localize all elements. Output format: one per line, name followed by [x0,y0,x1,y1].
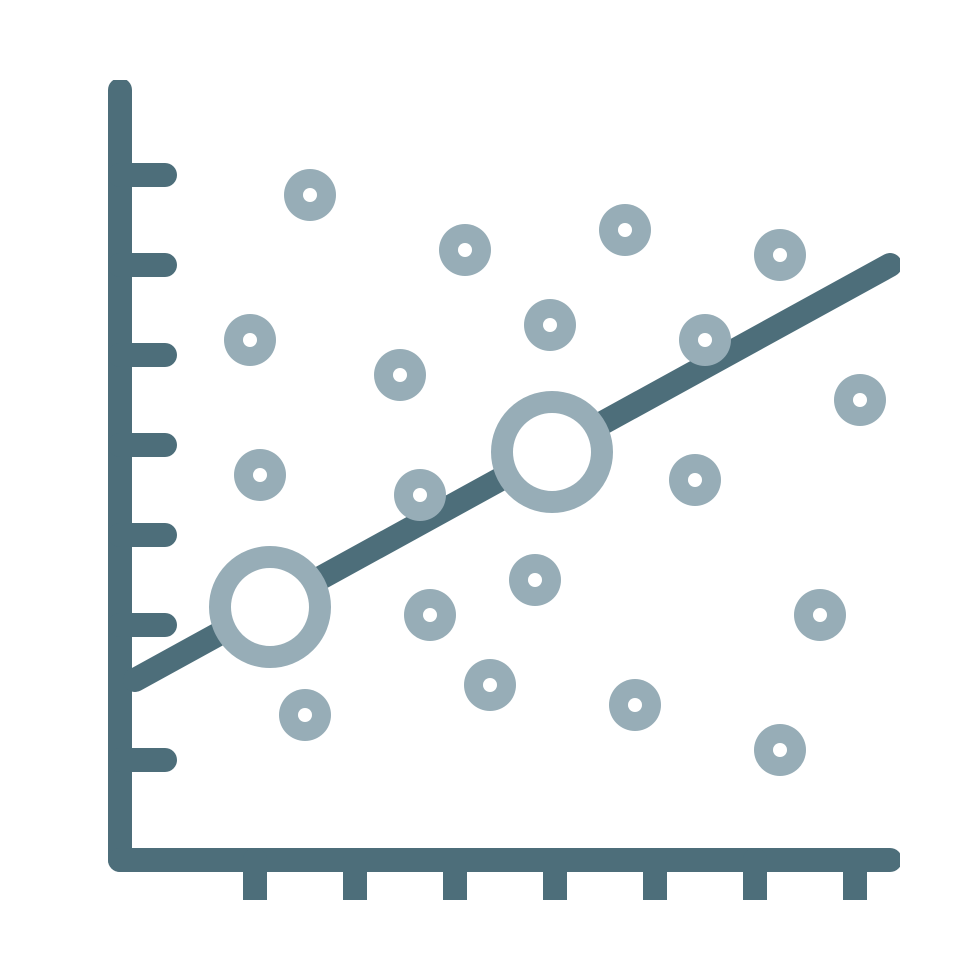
scatter-chart-icon [80,80,900,900]
chart-svg [80,80,900,900]
